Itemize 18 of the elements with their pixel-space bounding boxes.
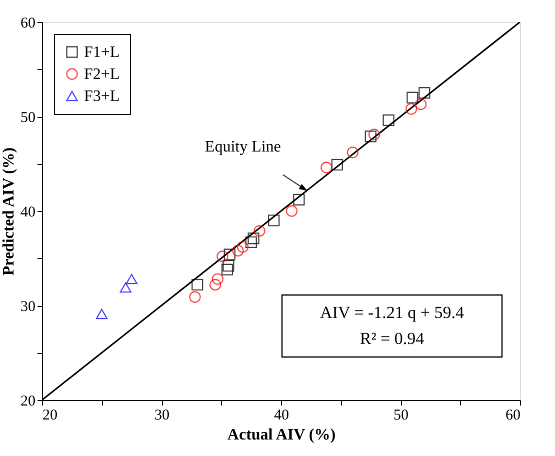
x-tick-label: 50 [394,408,408,424]
y-tick-label: 60 [20,16,36,32]
x-tick-label: 20 [42,408,58,424]
legend-label: F2+L [84,66,120,83]
y-axis-title: Predicted AIV (%) [0,147,18,276]
x-axis-title: Actual AIV (%) [227,426,336,444]
annotation: AIV = -1.21 q + 59.4 [320,303,464,322]
y-tick-label: 40 [20,204,36,220]
legend-label: F1+L [84,44,120,61]
x-tick-label: 40 [274,408,289,424]
legend-label: F3+L [84,88,120,105]
y-tick-label: 50 [20,110,36,126]
x-tick-label: 60 [506,408,520,424]
x-tick-label: 30 [154,408,170,424]
y-tick-label: 30 [20,299,36,315]
annotation: R² = 0.94 [360,329,425,348]
y-tick-label: 20 [20,394,36,410]
annotation: Equity Line [204,138,281,156]
